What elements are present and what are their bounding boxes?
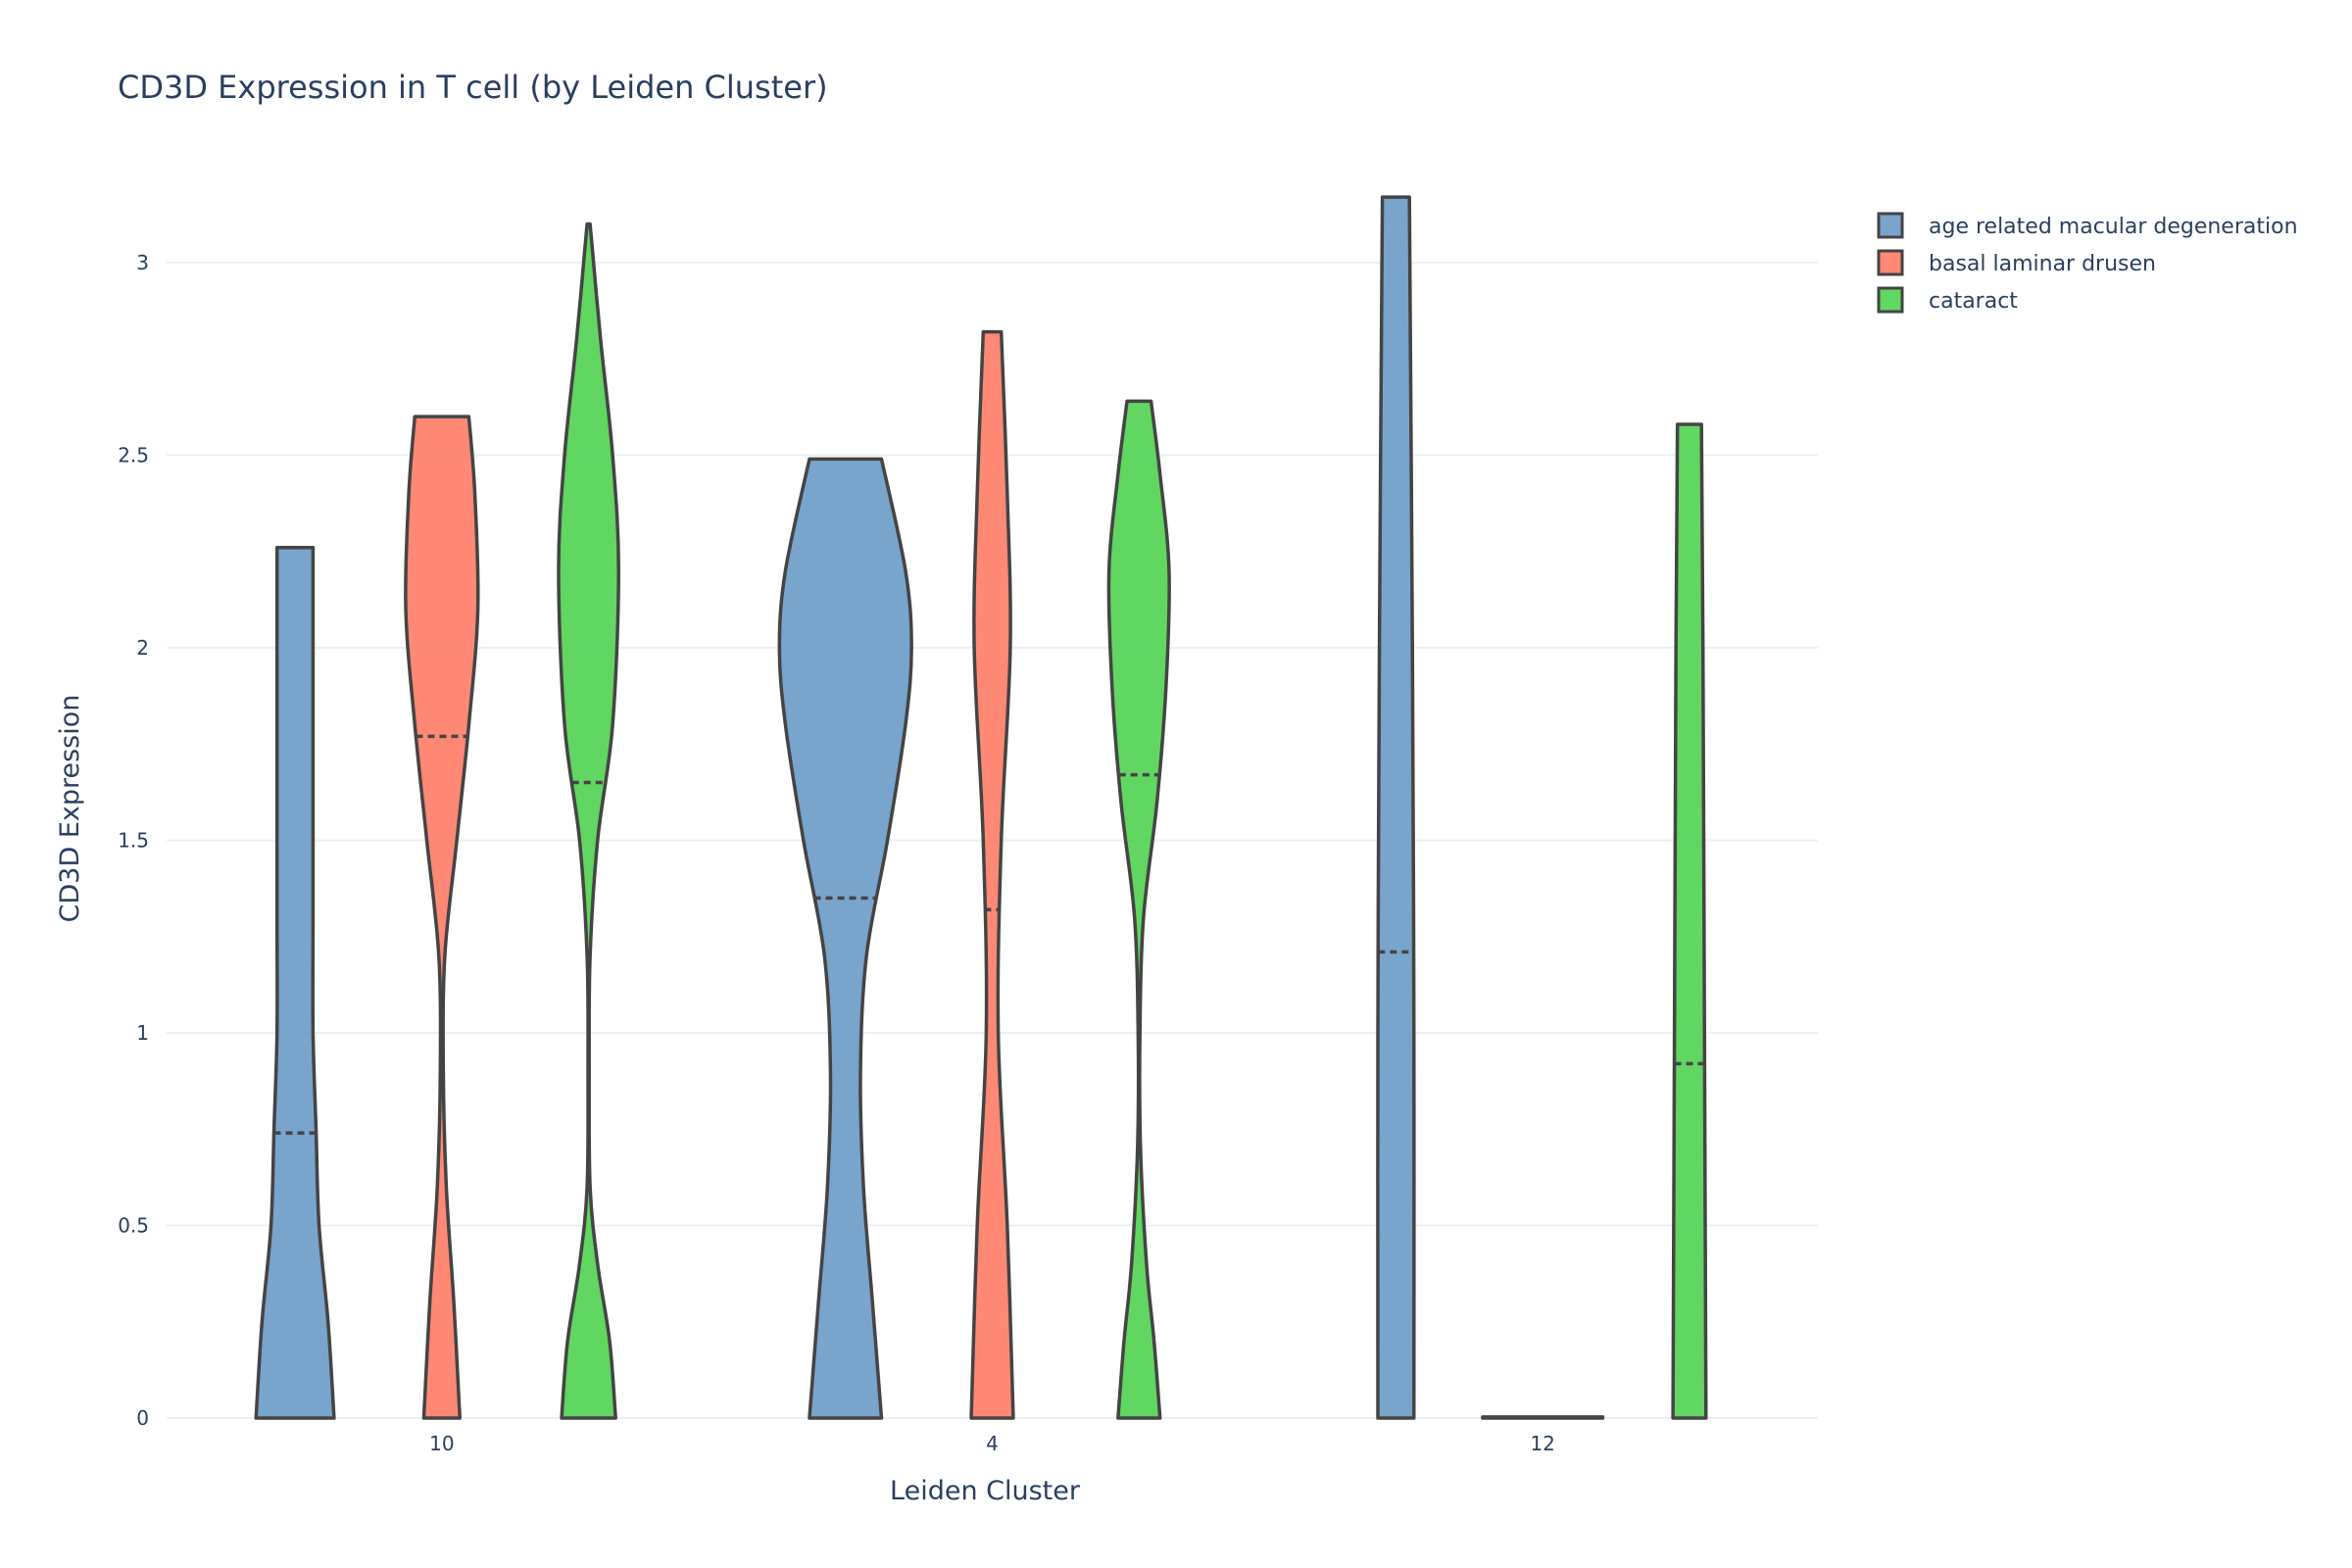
violin-shape[interactable] <box>969 329 1015 1420</box>
legend-label: age related macular degeneration <box>1929 215 2298 239</box>
y-tick-label: 0.5 <box>118 1213 149 1237</box>
legend: age related macular degeneration basal la… <box>1877 212 2298 314</box>
legend-swatch <box>1877 286 1904 314</box>
violin-shape[interactable] <box>1481 1415 1605 1420</box>
y-tick-label: 0 <box>136 1406 149 1430</box>
violin-shape[interactable] <box>1376 195 1416 1420</box>
y-tick-label: 2.5 <box>118 443 149 466</box>
violin-shape[interactable] <box>777 457 913 1420</box>
violin-shape[interactable] <box>1671 422 1708 1420</box>
y-tick-label: 1 <box>136 1021 149 1045</box>
violin-shape[interactable] <box>404 415 480 1420</box>
chart-title: CD3D Expression in T cell (by Leiden Clu… <box>118 69 828 106</box>
x-axis-ticks: 10 4 12 <box>429 1432 1555 1455</box>
y-axis-title: CD3D Expression <box>55 695 85 923</box>
x-tick-label: 10 <box>429 1432 454 1455</box>
legend-item[interactable]: cataract <box>1877 286 2018 314</box>
legend-label: cataract <box>1929 289 2018 314</box>
y-axis-ticks: 0 0.5 1 1.5 2 2.5 3 <box>118 251 149 1430</box>
legend-label: basal laminar drusen <box>1929 252 2156 276</box>
y-tick-label: 1.5 <box>118 828 149 852</box>
legend-swatch <box>1877 212 1904 239</box>
legend-item[interactable]: basal laminar drusen <box>1877 249 2156 276</box>
violin-shape[interactable] <box>1106 399 1171 1420</box>
violin-shape[interactable] <box>557 221 620 1420</box>
y-tick-label: 3 <box>136 251 149 274</box>
plot-area <box>254 195 1708 1420</box>
x-axis-title: Leiden Cluster <box>890 1476 1081 1506</box>
legend-swatch <box>1877 249 1904 276</box>
y-tick-label: 2 <box>136 636 149 660</box>
violin-shape[interactable] <box>254 546 336 1420</box>
x-tick-label: 12 <box>1530 1432 1554 1455</box>
x-tick-label: 4 <box>986 1432 999 1455</box>
legend-item[interactable]: age related macular degeneration <box>1877 212 2298 239</box>
